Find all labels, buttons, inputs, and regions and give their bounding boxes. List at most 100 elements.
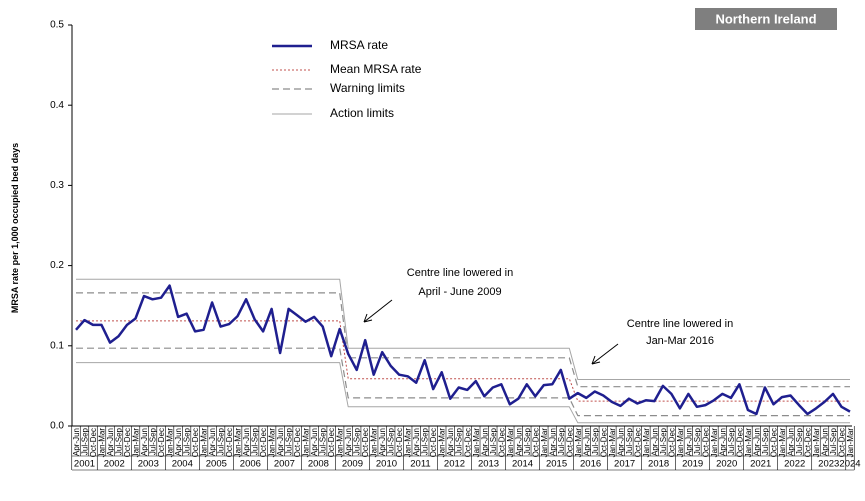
year-label: 2024 — [839, 459, 860, 470]
year-label: 2008 — [308, 459, 329, 470]
x-tick-label: Apr-Jun — [344, 428, 353, 456]
badge-box — [695, 8, 837, 30]
x-tick-label: Apr-Jun — [140, 428, 149, 456]
y-tick-label: 0.3 — [50, 180, 64, 191]
x-tick-label: Jul-Sep — [251, 427, 260, 455]
x-tick-label: Apr-Jun — [378, 428, 387, 456]
year-label: 2003 — [138, 459, 159, 470]
x-tick-label: Jul-Sep — [387, 427, 396, 455]
legend-label: Warning limits — [330, 81, 405, 95]
limit-line — [76, 362, 850, 424]
y-axis-label: MRSA rate per 1,000 occupied bed days — [10, 143, 20, 313]
x-tick-label: Apr-Jun — [752, 428, 761, 456]
x-tick-label: Apr-Jun — [650, 428, 659, 456]
x-tick-label: Jan-Mar — [778, 428, 787, 458]
x-tick-label: Oct-Dec — [701, 428, 710, 457]
annotation-arrow — [591, 343, 619, 365]
year-label: 2019 — [682, 459, 703, 470]
year-label: 2017 — [614, 459, 635, 470]
year-label: 2016 — [580, 459, 601, 470]
x-tick-label: Jul-Sep — [795, 427, 804, 455]
x-tick-label: Apr-Jun — [412, 428, 421, 456]
x-tick-label: Oct-Dec — [395, 428, 404, 457]
x-tick-label: Jan-Mar — [404, 428, 413, 458]
legend-label: MRSA rate — [330, 38, 388, 52]
y-tick-label: 0.4 — [50, 100, 64, 111]
x-tick-label: Jul-Sep — [421, 427, 430, 455]
x-tick-label: Oct-Dec — [429, 428, 438, 457]
x-tick-label: Jul-Sep — [761, 427, 770, 455]
x-tick-label: Jan-Mar — [438, 428, 447, 458]
x-tick-label: Oct-Dec — [633, 428, 642, 457]
x-tick-label: Jan-Mar — [574, 428, 583, 458]
x-tick-label: Jul-Sep — [489, 427, 498, 455]
annotation-arrow — [363, 299, 393, 323]
year-label: 2013 — [478, 459, 499, 470]
x-tick-label: Apr-Jun — [242, 428, 251, 456]
x-tick-label: Apr-Jun — [514, 428, 523, 456]
x-tick-label: Apr-Jun — [106, 428, 115, 456]
x-tick-label: Jul-Sep — [523, 427, 532, 455]
x-tick-label: Jan-Mar — [642, 428, 651, 458]
x-tick-label: Oct-Dec — [735, 428, 744, 457]
x-tick-label: Oct-Dec — [463, 428, 472, 457]
x-tick-label: Jan-Mar — [336, 428, 345, 458]
x-tick-label: Jul-Sep — [829, 427, 838, 455]
y-tick-label: 0.5 — [50, 20, 64, 31]
year-label: 2006 — [240, 459, 261, 470]
x-tick-label: Jul-Sep — [285, 427, 294, 455]
annotation: April - June 2009 — [418, 286, 501, 298]
x-tick-label: Oct-Dec — [123, 428, 132, 457]
x-tick-label: Jul-Sep — [217, 427, 226, 455]
year-label: 2001 — [74, 459, 95, 470]
annotation: Centre line lowered in — [627, 318, 733, 330]
legend-label: Action limits — [330, 106, 394, 120]
x-tick-label: Jan-Mar — [812, 428, 821, 458]
x-tick-label: Jan-Mar — [370, 428, 379, 458]
year-label: 2012 — [444, 459, 465, 470]
x-tick-label: Jul-Sep — [183, 427, 192, 455]
year-label: 2010 — [376, 459, 397, 470]
x-tick-label: Apr-Jun — [582, 428, 591, 456]
x-tick-label: Apr-Jun — [786, 428, 795, 456]
year-label: 2023 — [818, 459, 839, 470]
x-tick-label: Apr-Jun — [548, 428, 557, 456]
x-tick-label: Jan-Mar — [744, 428, 753, 458]
x-tick-label: Jan-Mar — [506, 428, 515, 458]
x-tick-label: Apr-Jun — [820, 428, 829, 456]
year-label: 2002 — [104, 459, 125, 470]
x-tick-label: Jul-Sep — [455, 427, 464, 455]
limit-line — [76, 292, 850, 388]
x-tick-label: Oct-Dec — [803, 428, 812, 457]
badge: Northern Ireland — [715, 11, 816, 26]
x-tick-label: Apr-Jun — [684, 428, 693, 456]
x-tick-label: Jan-Mar — [608, 428, 617, 458]
y-tick-label: 0.1 — [50, 340, 64, 351]
x-tick-label: Jul-Sep — [81, 427, 90, 455]
x-tick-label: Jul-Sep — [353, 427, 362, 455]
x-tick-label: Oct-Dec — [565, 428, 574, 457]
x-tick-label: Jul-Sep — [557, 427, 566, 455]
x-tick-label: Jul-Sep — [727, 427, 736, 455]
year-label: 2022 — [784, 459, 805, 470]
y-tick-label: 0.0 — [50, 421, 64, 432]
x-tick-label: Jul-Sep — [625, 427, 634, 455]
x-tick-label: Apr-Jun — [718, 428, 727, 456]
x-tick-label: Jan-Mar — [166, 428, 175, 458]
x-tick-label: Apr-Jun — [174, 428, 183, 456]
x-tick-label: Oct-Dec — [497, 428, 506, 457]
series-line — [75, 284, 851, 416]
annotation-arrow-head — [363, 313, 373, 323]
annotation: Jan-Mar 2016 — [646, 335, 714, 347]
x-tick-label: Jan-Mar — [302, 428, 311, 458]
x-tick-label: Oct-Dec — [837, 428, 846, 457]
x-tick-label: Oct-Dec — [191, 428, 200, 457]
year-label: 2004 — [172, 459, 193, 470]
x-tick-label: Oct-Dec — [293, 428, 302, 457]
series-line — [76, 320, 850, 402]
x-tick-label: Jul-Sep — [115, 427, 124, 455]
x-tick-label: Jan-Mar — [676, 428, 685, 458]
x-tick-label: Oct-Dec — [361, 428, 370, 457]
x-tick-label: Apr-Jun — [72, 428, 81, 456]
